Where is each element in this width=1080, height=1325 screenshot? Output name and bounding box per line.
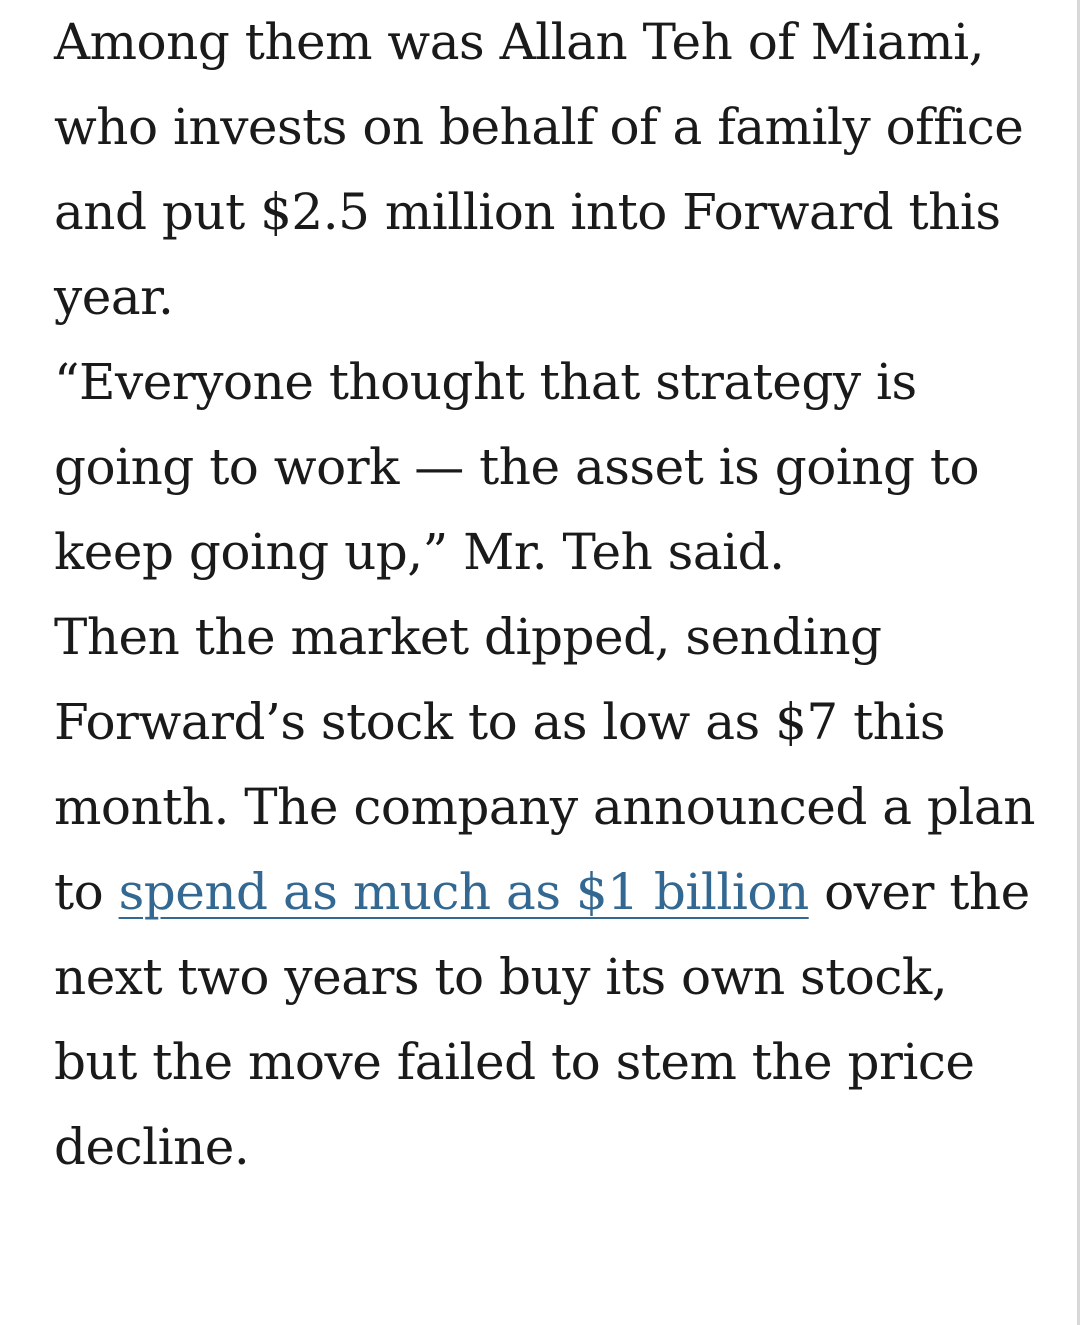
paragraph-text: over the next two years to buy its own s… [54, 863, 1030, 1176]
article-paragraph: Then the market dipped, sending Forward’… [54, 595, 1044, 1190]
buyback-link[interactable]: spend as much as $1 billion [118, 863, 810, 921]
paragraph-text: Then the market dipped, sending Forward’… [54, 608, 1035, 921]
article-paragraph-quote: “Everyone thought that strategy is going… [54, 353, 980, 581]
article-body: Among them was Allan Teh of Miami, who i… [54, 0, 1044, 1190]
article-paragraph: Among them was Allan Teh of Miami, who i… [54, 13, 1024, 326]
scrollbar-track [1077, 0, 1080, 1325]
